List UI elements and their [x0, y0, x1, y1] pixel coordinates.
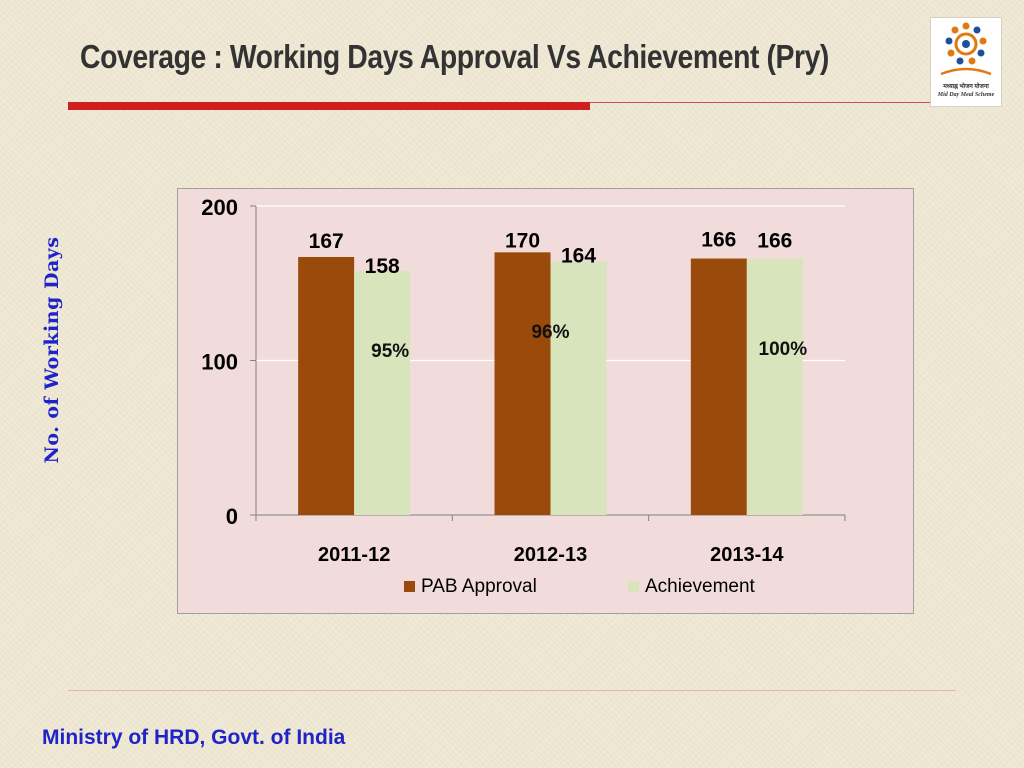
legend-label: Achievement	[645, 576, 756, 597]
percent-annotation: 95%	[371, 341, 409, 362]
bar-pab-approval	[494, 252, 551, 515]
title-underline-thick	[68, 102, 590, 110]
y-tick-label: 200	[201, 195, 238, 220]
footer-ministry: Ministry of HRD, Govt. of India	[42, 726, 346, 749]
data-label: 166	[701, 229, 736, 252]
bar-pab-approval	[690, 258, 747, 515]
bar-pab-approval	[298, 256, 355, 515]
mid-day-meal-logo: मध्याह्न भोजन योजना Mid Day Meal Scheme	[930, 17, 1002, 107]
x-category-label: 2013-14	[710, 544, 784, 566]
title-underline-thin	[590, 102, 930, 103]
data-label: 166	[757, 230, 792, 253]
bar-achievement	[550, 261, 607, 515]
y-tick-label: 0	[226, 504, 238, 529]
footer-divider	[68, 690, 956, 691]
x-category-label: 2011-12	[318, 544, 390, 566]
people-circle-icon	[940, 22, 992, 76]
data-label: 167	[309, 230, 344, 253]
bar-achievement	[746, 258, 803, 515]
slide-title: Coverage : Working Days Approval Vs Achi…	[80, 38, 829, 75]
data-label: 170	[505, 229, 540, 252]
percent-annotation: 100%	[759, 339, 808, 360]
legend-label: PAB Approval	[421, 576, 537, 597]
data-label: 158	[365, 255, 400, 278]
logo-hindi-text: मध्याह्न भोजन योजना	[943, 84, 989, 90]
data-label: 164	[561, 245, 596, 268]
y-axis-label: No. of Working Days	[41, 236, 63, 464]
legend-swatch-pab-approval	[404, 581, 415, 592]
logo-english-text: Mid Day Meal Scheme	[937, 92, 995, 98]
bar-chart: 0 100 200 2011-12 167 158 95% 2012-13 170 164 96% 2…	[201, 195, 846, 597]
percent-annotation: 96%	[531, 322, 569, 343]
bar-achievement	[354, 270, 411, 515]
legend-swatch-achievement	[628, 581, 639, 592]
chart-area: 0 100 200 2011-12 167 158 95% 2012-13 170 164 96% 2…	[177, 188, 914, 614]
x-category-label: 2012-13	[514, 544, 587, 566]
y-tick-label: 100	[201, 350, 238, 375]
